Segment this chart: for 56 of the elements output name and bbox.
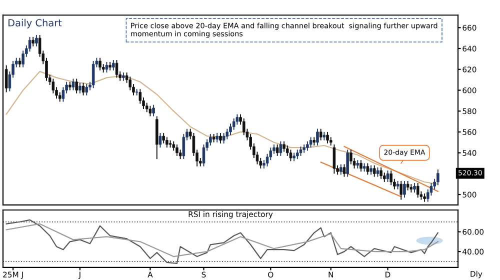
- candlestick: [403, 180, 406, 198]
- candlestick: [416, 182, 420, 198]
- candlestick: [436, 169, 440, 186]
- candlestick: [276, 144, 279, 156]
- candlestick: [299, 146, 302, 156]
- candlestick: [75, 78, 78, 94]
- candlestick: [162, 132, 165, 144]
- candlestick: [376, 166, 380, 178]
- line-series: [6, 70, 438, 185]
- candlestick: [85, 83, 88, 96]
- candlestick: [326, 131, 329, 144]
- candlestick: [112, 59, 115, 71]
- candlestick: [309, 136, 312, 148]
- candlestick: [279, 140, 282, 156]
- candlestick: [296, 149, 299, 160]
- candlestick: [135, 88, 138, 96]
- candlestick: [413, 182, 416, 193]
- chart-title: Daily Chart: [8, 18, 62, 28]
- candlestick: [32, 36, 34, 47]
- candlestick: [216, 132, 218, 143]
- candlestick: [342, 164, 346, 178]
- candlestick: [400, 180, 403, 200]
- candlestick: [35, 34, 38, 47]
- candlestick: [289, 149, 292, 162]
- candlestick: [386, 170, 390, 182]
- candlestick: [390, 170, 392, 186]
- candlestick: [380, 166, 382, 180]
- candlestick: [105, 62, 108, 73]
- candlestick: [152, 104, 155, 117]
- candlestick: [346, 149, 349, 178]
- candlestick: [72, 78, 75, 91]
- candlestick: [166, 136, 168, 148]
- candlestick: [306, 140, 309, 152]
- candlestick: [18, 57, 22, 68]
- candlestick: [78, 82, 82, 94]
- candlestick: [340, 164, 342, 176]
- candlestick: [219, 132, 222, 144]
- candlestick: [360, 160, 362, 172]
- candlestick: [406, 180, 410, 191]
- candlestick: [4, 64, 8, 93]
- candlestick: [316, 128, 319, 146]
- candlestick: [282, 140, 286, 152]
- candlestick: [332, 144, 336, 174]
- candlestick: [372, 164, 376, 178]
- candlestick: [158, 132, 162, 148]
- candlestick: [366, 162, 370, 176]
- candlestick: [350, 149, 352, 165]
- candlestick: [370, 164, 372, 176]
- candlestick: [92, 60, 95, 89]
- candlestick: [319, 128, 322, 141]
- candlestick: [148, 105, 152, 117]
- candlestick: [222, 132, 226, 144]
- candlestick: [115, 59, 118, 78]
- candlestick: [82, 82, 85, 96]
- candlestick: [176, 144, 178, 156]
- candlestick: [98, 57, 102, 71]
